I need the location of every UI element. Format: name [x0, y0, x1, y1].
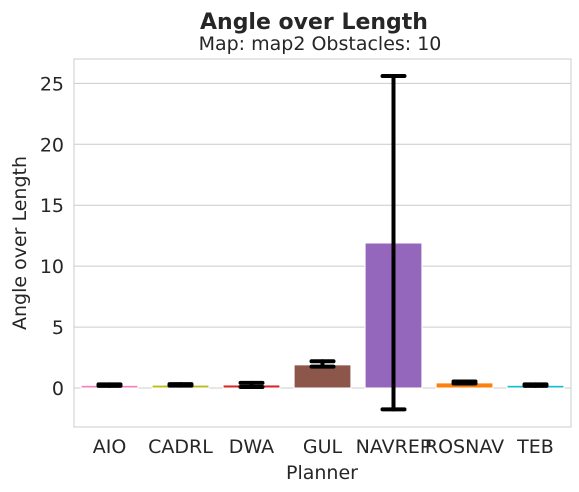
x-tick-label-aio: AIO — [93, 436, 127, 458]
x-tick-label-gul: GUL — [303, 436, 343, 458]
error-bar-cadrl — [167, 382, 194, 388]
error-bar-gul — [309, 359, 336, 369]
plot-frame — [73, 58, 572, 428]
x-tick-label-teb: TEB — [516, 436, 554, 458]
error-bar-dwa — [238, 380, 265, 390]
y-axis-label: Angle over Length — [9, 156, 31, 330]
y-tick-label-15: 15 — [40, 195, 64, 217]
x-tick-label-rosnav: ROSNAV — [425, 436, 504, 458]
y-tick-label-0: 0 — [52, 378, 64, 400]
error-bar-aio — [96, 382, 123, 388]
error-bar-rosnav — [451, 379, 478, 386]
x-tick-label-dwa: DWA — [229, 436, 274, 458]
error-bar-navrep — [380, 74, 407, 412]
error-bars — [96, 74, 549, 412]
y-tick-label-10: 10 — [40, 256, 64, 278]
x-axis-label: Planner — [286, 462, 358, 484]
y-tick-label-20: 20 — [40, 134, 64, 156]
x-tick-label-navrep: NAVREP — [356, 436, 432, 458]
x-tick-label-cadrl: CADRL — [148, 436, 213, 458]
y-tick-label-25: 25 — [40, 73, 64, 95]
y-tick-labels: 0 5 10 15 20 25 — [40, 73, 64, 400]
error-bar-teb — [522, 382, 549, 388]
y-tick-label-5: 5 — [52, 317, 64, 339]
chart-title: Angle over Length — [200, 10, 428, 35]
chart-subtitle: Map: map2 Obstacles: 10 — [199, 33, 442, 55]
gridlines — [74, 82, 571, 389]
